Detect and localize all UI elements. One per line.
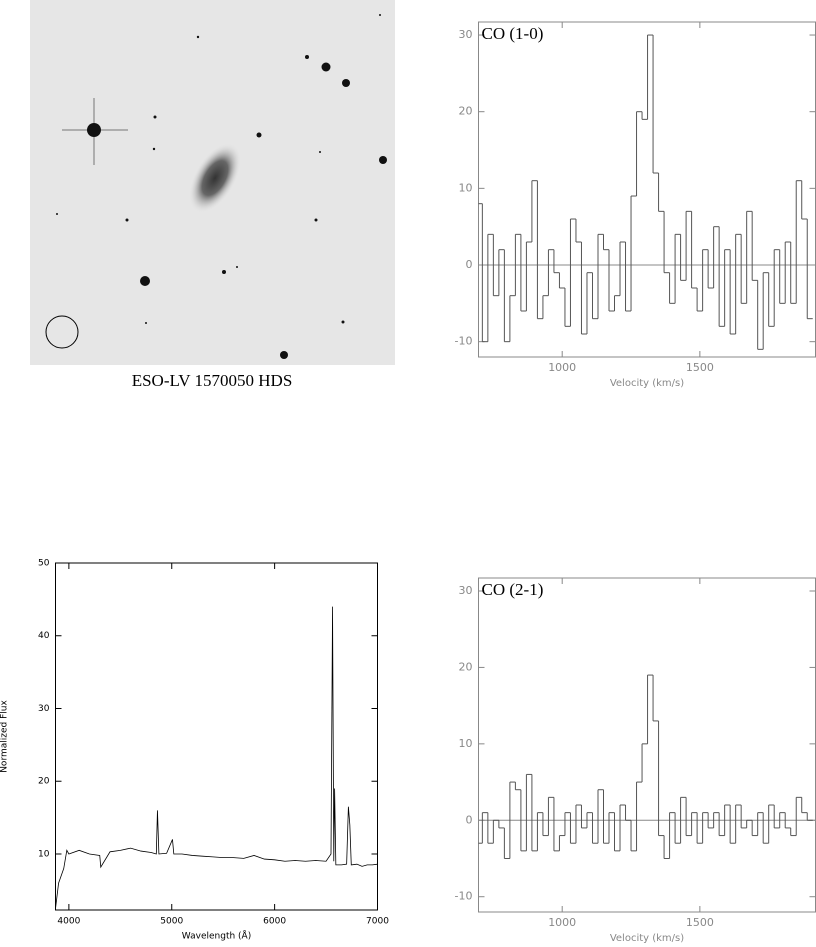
x-tick-label: 4000	[57, 917, 80, 927]
spectrum-line	[55, 606, 378, 909]
x-tick-label: 1500	[686, 916, 714, 929]
x-axis-label: Velocity (km/s)	[610, 378, 684, 389]
y-tick-label: 50	[38, 559, 50, 569]
y-tick-label: 20	[38, 777, 50, 787]
y-tick-label: 30	[38, 704, 50, 714]
image-caption: ESO-LV 1570050 HDS	[132, 371, 293, 390]
x-tick-label: 5000	[160, 917, 183, 927]
x-tick-label: 1500	[686, 361, 714, 374]
plot-data	[478, 34, 816, 350]
y-tick-label: 40	[38, 631, 50, 641]
stars	[56, 14, 387, 359]
y-tick-label: -10	[455, 890, 473, 903]
x-axis-label: Velocity (km/s)	[610, 933, 684, 944]
x-tick-label: 6000	[263, 917, 286, 927]
x-tick-label: 7000	[366, 917, 389, 927]
plot-frame	[478, 21, 816, 358]
y-axis-label: Normalized Flux	[0, 700, 10, 773]
y-tick-label: 0	[466, 258, 473, 271]
sky-image	[30, 0, 395, 365]
x-tick-label: 1000	[548, 916, 576, 929]
chart-panel: 10 20 30 40 50 4000 5000 6000 7000 Wavelength (Å)…	[0, 559, 389, 942]
y-tick-label: 20	[459, 105, 473, 118]
y-tick-label: 10	[459, 181, 473, 194]
y-tick-label: 30	[459, 28, 473, 41]
beam-circle	[45, 315, 79, 349]
x-axis-label: Wavelength (Å)	[182, 930, 251, 942]
y-tick-label: 20	[459, 660, 473, 673]
plot-frame	[55, 562, 378, 911]
y-tick-label: 30	[459, 584, 473, 597]
galaxy	[189, 143, 241, 213]
y-tick-label: 10	[459, 737, 473, 750]
plot-data	[55, 606, 378, 909]
plot-data	[478, 674, 816, 859]
y-tick-label: 10	[38, 849, 50, 859]
chart-title: CO (2-1)	[482, 580, 544, 599]
x-tick-label: 1000	[548, 361, 576, 374]
chart-title: CO (1-0)	[482, 24, 544, 43]
plot-frame	[478, 577, 816, 913]
y-tick-label: 0	[466, 813, 473, 826]
y-tick-label: -10	[455, 335, 473, 348]
